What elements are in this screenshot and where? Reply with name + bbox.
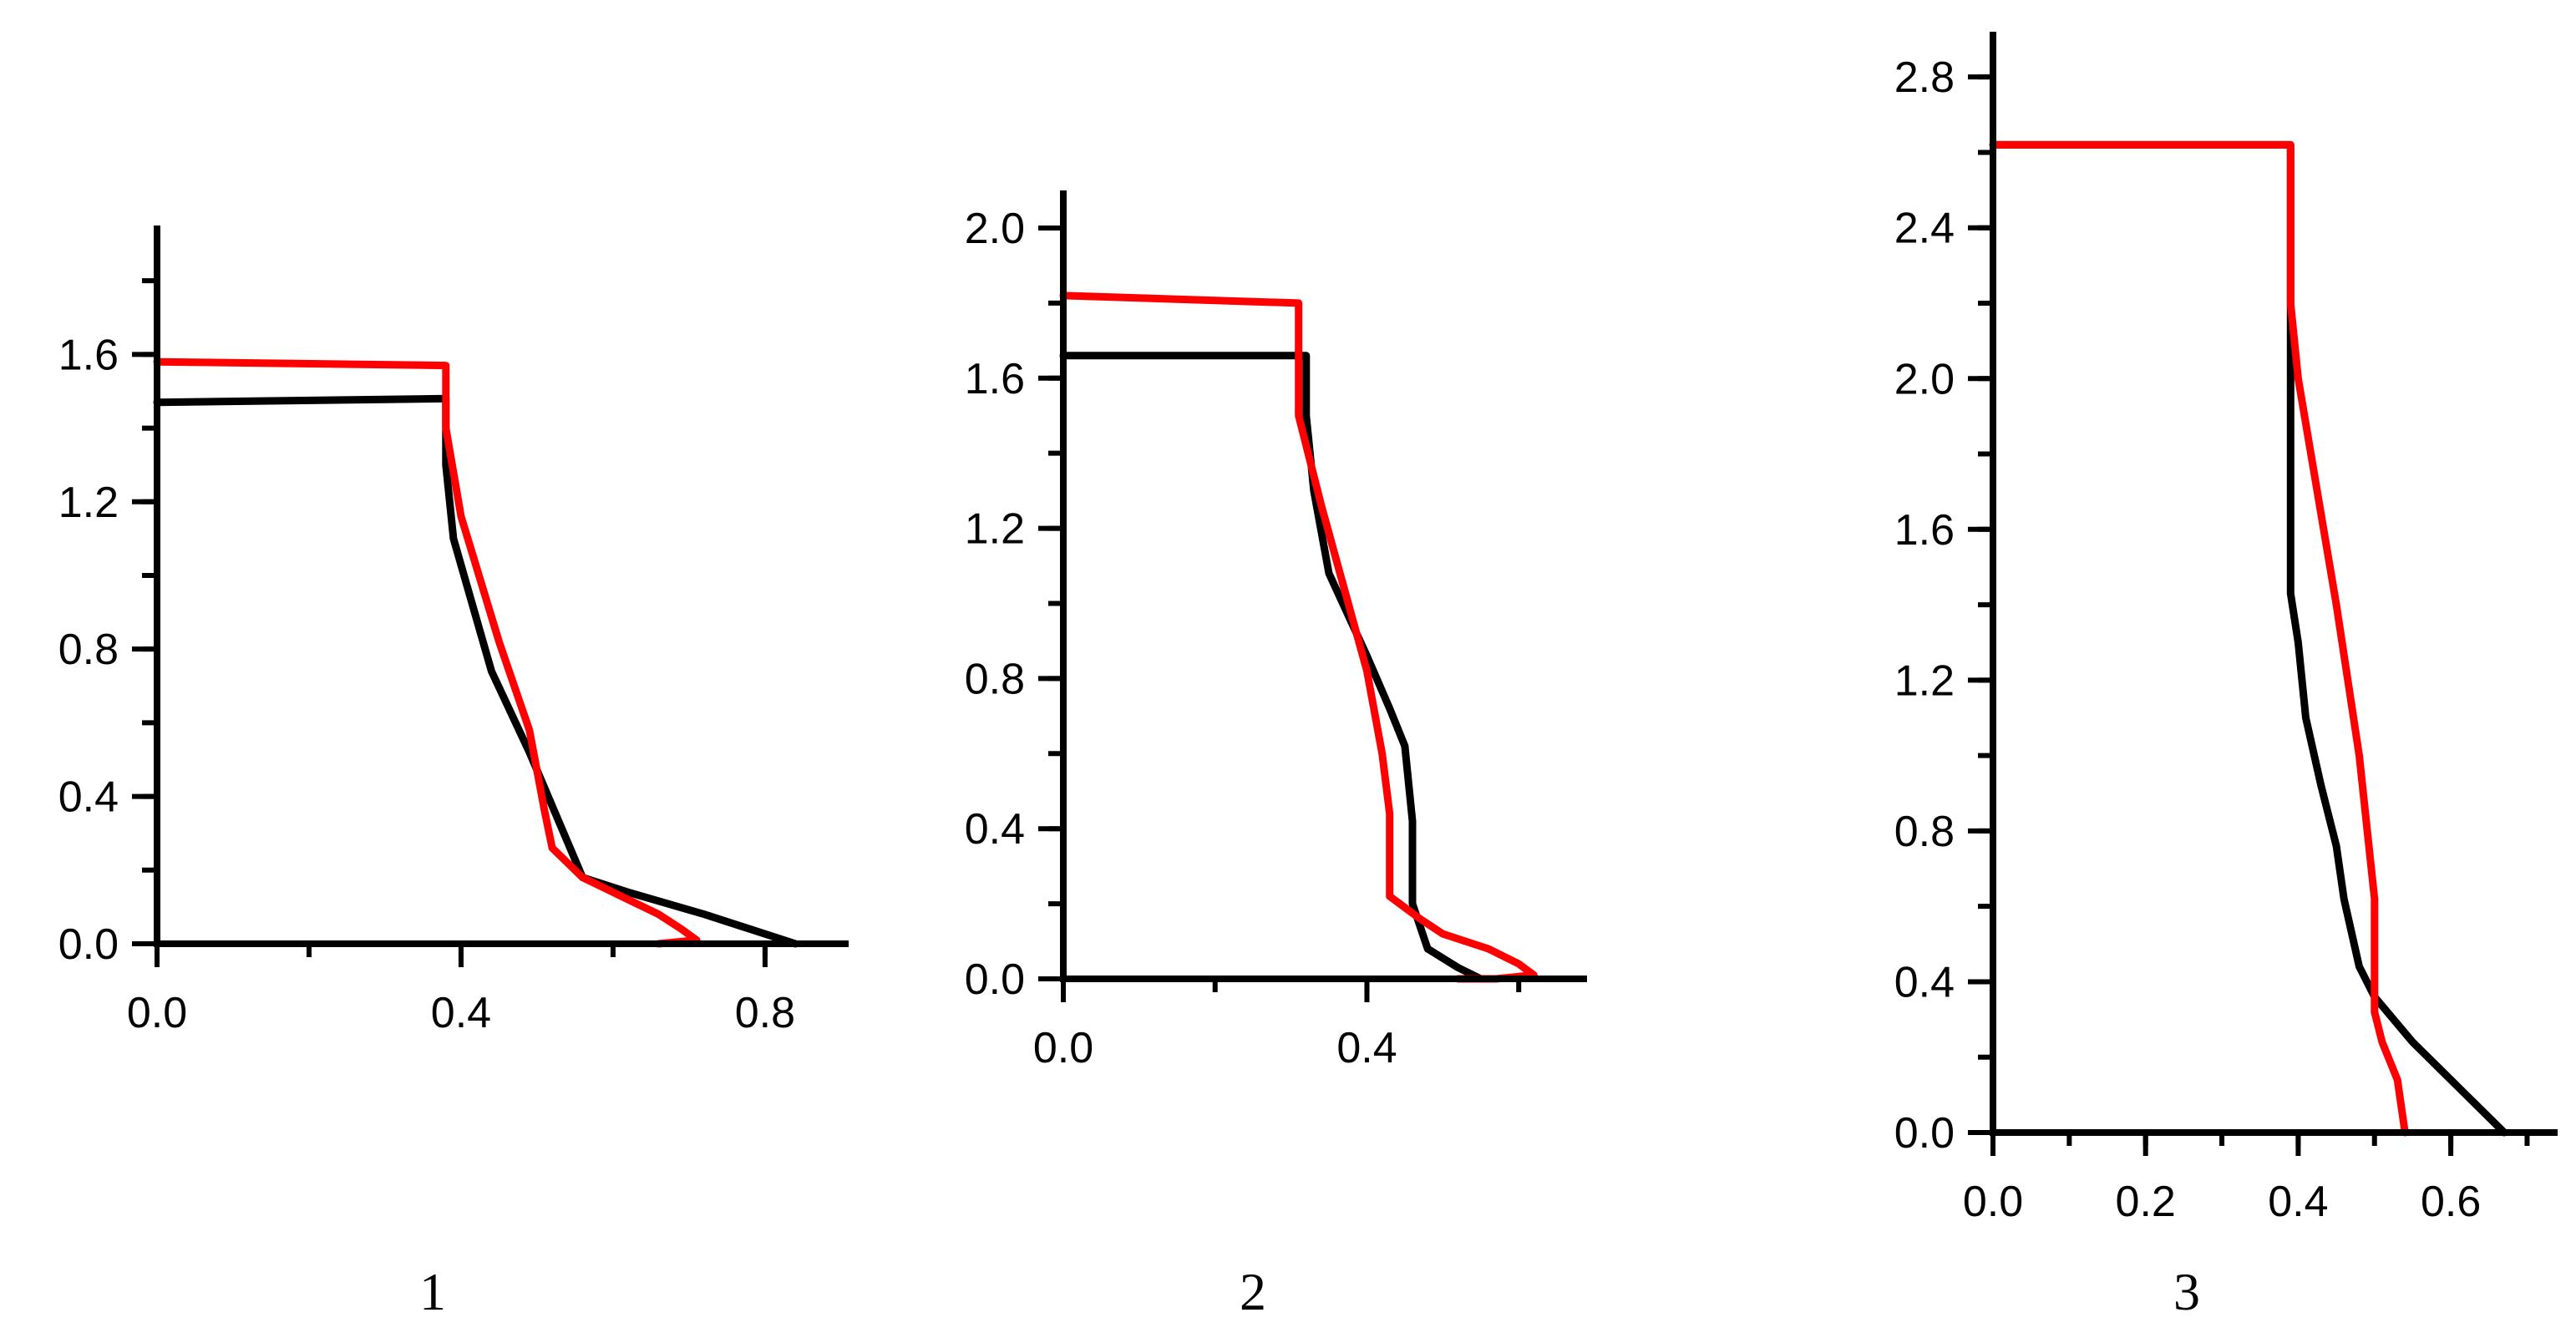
y-tick-label: 1.2 <box>965 505 1025 554</box>
y-tick-label: 1.6 <box>58 331 119 379</box>
y-tick-label: 1.6 <box>1894 506 1955 555</box>
series-line-black <box>1989 140 2508 1137</box>
y-tick-label: 1.2 <box>1894 656 1955 705</box>
y-tick-label: 2.8 <box>1894 53 1955 102</box>
x-tick-label: 0.0 <box>1033 1024 1093 1072</box>
panel-caption: 1 <box>419 1262 446 1321</box>
series-line-red <box>1059 291 1538 983</box>
y-tick-label: 0.0 <box>965 955 1025 1004</box>
y-tick-label: 0.0 <box>1894 1109 1955 1158</box>
series-line-red <box>153 357 701 948</box>
y-tick-label: 2.4 <box>1894 205 1955 253</box>
y-tick-label: 1.6 <box>965 355 1025 403</box>
y-tick-label: 0.0 <box>58 920 119 969</box>
y-tick-label: 0.8 <box>965 655 1025 703</box>
x-tick-label: 0.4 <box>431 989 491 1037</box>
y-tick-label: 0.4 <box>58 773 119 822</box>
chart-panel-1: 0.0 0.4 0.8 1.2 1.6 0.0 0.4 0.8 1 <box>58 226 849 1321</box>
x-tick-label: 0.0 <box>127 989 187 1037</box>
x-tick-label: 0.4 <box>2268 1178 2328 1226</box>
series-line-black <box>1059 352 1485 983</box>
y-tick-label: 0.8 <box>58 626 119 674</box>
x-tick-label: 0.4 <box>1336 1024 1397 1072</box>
chart-panel-2: 0.0 0.4 0.8 1.2 1.6 2.0 0.0 0.4 2 <box>965 190 1587 1321</box>
series-line-red <box>1989 140 2409 1137</box>
x-tick-label: 0.6 <box>2421 1178 2481 1226</box>
y-tick-label: 0.4 <box>1894 958 1955 1006</box>
y-tick-label: 0.8 <box>1894 808 1955 856</box>
series-line-black <box>153 394 799 948</box>
panel-caption: 2 <box>1240 1262 1266 1321</box>
chart-panel-3: 0.0 0.4 0.8 1.2 1.6 2.0 2.4 2.8 0.0 0.2 0.4 0.6 3 <box>1894 32 2558 1321</box>
x-tick-label: 0.0 <box>1963 1178 2023 1226</box>
y-tick-label: 0.4 <box>965 805 1025 854</box>
panel-caption: 3 <box>2173 1262 2200 1321</box>
y-tick-label: 1.2 <box>58 479 119 527</box>
x-tick-label: 0.2 <box>2116 1178 2176 1226</box>
y-tick-label: 2.0 <box>965 205 1025 253</box>
x-tick-label: 0.8 <box>735 989 795 1037</box>
y-tick-label: 2.0 <box>1894 355 1955 403</box>
